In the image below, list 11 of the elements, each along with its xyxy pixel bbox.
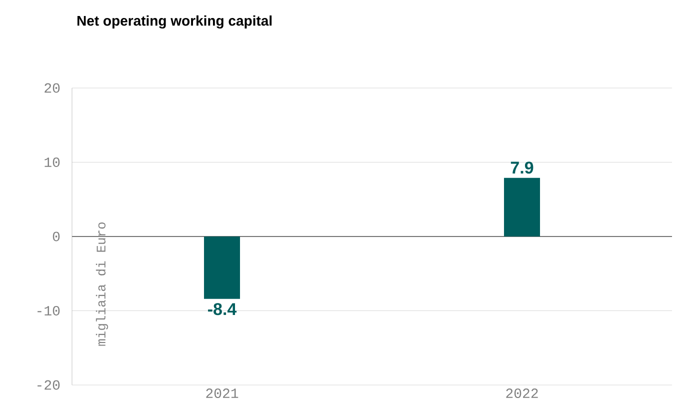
y-tick-label: 10 [44,158,60,168]
y-tick-label: 20 [44,83,60,93]
chart-title: Net operating working capital [77,15,272,29]
data-label: -8.4 [208,303,237,316]
y-tick-label: 0 [52,232,60,242]
data-label: 7.9 [510,162,534,174]
x-tick-label: 2021 [206,388,238,398]
y-tick-label: -10 [38,306,60,316]
y-tick-label: -20 [38,380,60,390]
y-axis-title: migliaia di Euro [96,222,108,346]
x-tick-label: 2022 [506,388,538,398]
